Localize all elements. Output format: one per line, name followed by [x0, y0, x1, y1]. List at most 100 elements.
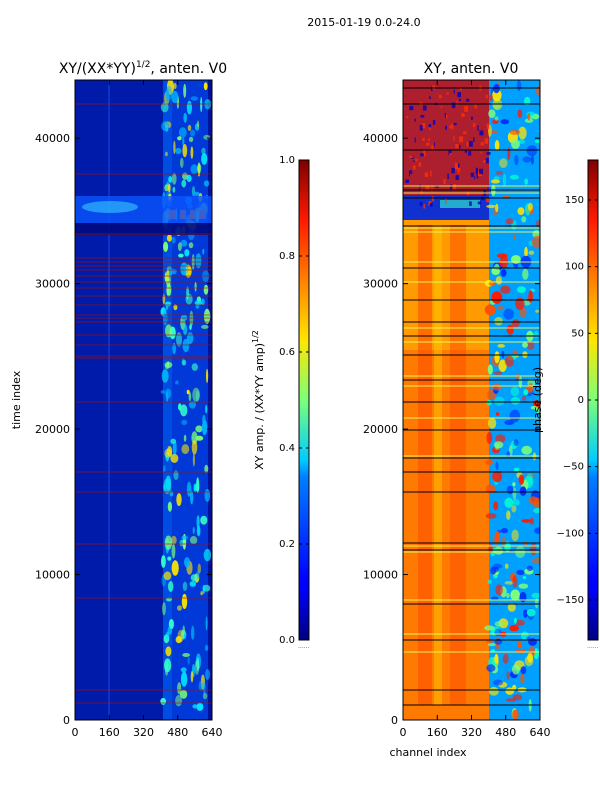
phase-blob [526, 565, 534, 572]
phase-blob [495, 434, 506, 443]
amplitude-blob [164, 448, 173, 458]
phase-colorbar: −150 −100 −50 0 50 100 150 phase (deg) ...... [531, 159, 599, 650]
amplitude-blob [168, 581, 174, 592]
amplitude-blob [190, 670, 194, 683]
amplitude-blob [162, 465, 166, 473]
phase-blob [494, 396, 505, 406]
amplitude-heatmap [75, 80, 212, 720]
phase-upper-speckle [451, 167, 455, 174]
phase-upper-speckle [405, 179, 410, 184]
amplitude-bright-glow [82, 201, 138, 213]
amplitude-blob [183, 434, 187, 442]
phase-yaxis: 0 10000 20000 30000 40000 [363, 132, 540, 727]
amplitude-blob [197, 163, 202, 173]
phase-upper-speckle [422, 123, 425, 129]
phase-blob [515, 297, 525, 311]
phase-upper-speckle [419, 202, 423, 206]
phase-upper-speckle [418, 188, 421, 191]
amplitude-blob [183, 324, 188, 336]
phase-upper-speckle [419, 124, 423, 131]
phase-upper-speckle [476, 175, 479, 179]
phase-orange-band [403, 220, 489, 350]
phase-blob [506, 510, 511, 520]
amplitude-blob [203, 284, 209, 295]
amplitude-blob [203, 180, 210, 187]
phase-blob [528, 290, 533, 303]
phase-ytick-label: 20000 [363, 423, 398, 436]
amplitude-blob [182, 581, 188, 591]
phase-blob [522, 575, 527, 580]
phase-blob [526, 473, 534, 485]
phase-upper-speckle [464, 150, 467, 153]
amplitude-blob [171, 560, 179, 576]
phase-blob [512, 350, 518, 354]
amplitude-blob [164, 301, 172, 307]
phase-upper-speckle [477, 125, 479, 131]
phase-upper-speckle [440, 106, 443, 109]
phase-xtick-label: 480 [495, 726, 516, 739]
phase-blob [487, 417, 497, 429]
phase-blob [521, 216, 527, 223]
amplitude-blob [190, 96, 198, 101]
phase-blob [518, 126, 527, 140]
phase-blob [488, 686, 499, 696]
phase-upper-speckle [468, 150, 472, 156]
phase-blob [512, 709, 519, 720]
phase-blob [494, 116, 499, 121]
phase-blob [516, 286, 527, 293]
phase-blob [504, 497, 514, 508]
phase-blob [509, 129, 521, 135]
amplitude-blob [173, 304, 178, 311]
phase-blob [523, 389, 529, 396]
amplitude-blob [178, 403, 182, 411]
phase-blob [487, 642, 497, 647]
amplitude-blob [167, 626, 173, 635]
phase-blob [509, 624, 519, 632]
phase-colorbar-tick-label: 0 [578, 395, 584, 406]
amplitude-blob [180, 667, 187, 673]
phase-xtick-label: 320 [461, 726, 482, 739]
phase-upper-speckle [484, 138, 489, 144]
phase-blob [503, 308, 514, 320]
amplitude-blob [181, 535, 189, 540]
phase-blob [502, 173, 507, 187]
phase-upper-speckle [431, 196, 434, 202]
phase-blob [522, 342, 528, 348]
phase-blob [491, 383, 503, 391]
amplitude-blob [161, 555, 166, 568]
phase-blob [527, 113, 531, 121]
phase-blob [526, 608, 536, 617]
phase-blob [524, 96, 531, 106]
phase-blob [506, 592, 510, 599]
phase-blob [491, 291, 503, 304]
phase-xtick-label: 160 [427, 726, 448, 739]
phase-blob [487, 579, 492, 584]
amplitude-blob [165, 324, 173, 338]
amplitude-title-suffix: , anten. V0 [150, 61, 227, 77]
phase-upper-speckle [485, 94, 488, 99]
phase-upper-speckle [479, 130, 484, 136]
amplitude-blob [202, 692, 208, 700]
amplitude-blob [162, 602, 166, 616]
phase-panel: XY, anten. V0 0 160 320 480 640 0 10000 20000 3… [363, 61, 551, 759]
amplitude-blob [190, 574, 198, 582]
amplitude-colorbar-gradient [298, 159, 310, 641]
phase-upper-speckle [455, 175, 459, 180]
phase-upper-speckle [456, 100, 458, 106]
phase-blob [486, 399, 492, 406]
phase-blob [516, 569, 525, 576]
phase-blob [494, 621, 504, 627]
amplitude-low-band [75, 80, 163, 720]
amplitude-blob [182, 653, 191, 657]
phase-blob [530, 155, 535, 165]
phase-upper-speckle [459, 136, 463, 143]
amplitude-blob [182, 172, 188, 180]
phase-blob [506, 671, 511, 680]
amplitude-xtick-label: 480 [167, 726, 188, 739]
amplitude-blob [181, 419, 188, 425]
phase-upper-speckle [466, 98, 470, 102]
amplitude-blob [196, 515, 200, 528]
phase-blob [489, 94, 493, 102]
phase-blob [511, 505, 517, 513]
